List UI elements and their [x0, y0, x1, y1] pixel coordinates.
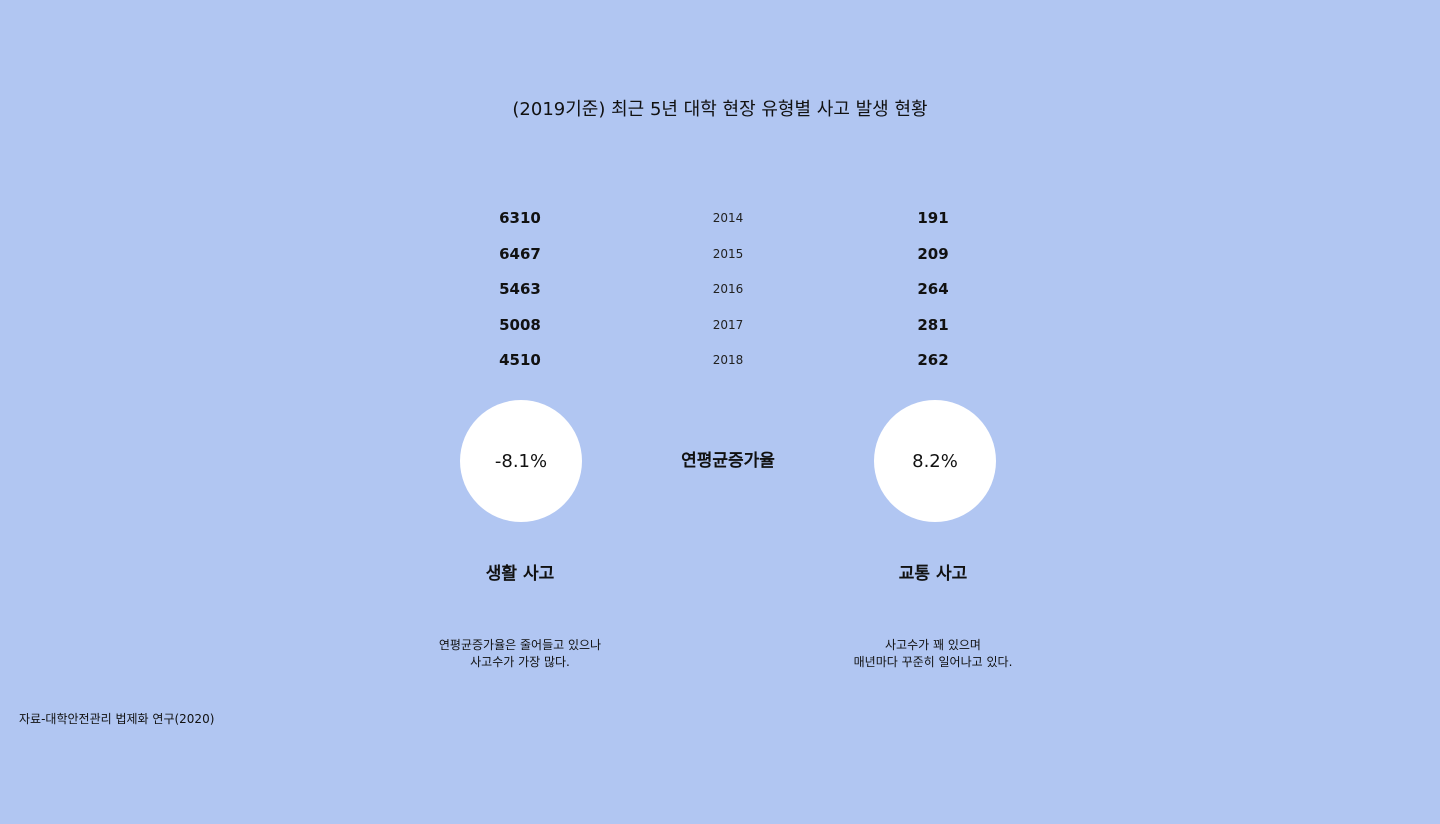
- life-accident-label: 생활 사고: [485, 564, 555, 584]
- page-title: (2019기준) 최근 5년 대학 현장 유형별 사고 발생 현황: [512, 99, 928, 120]
- traffic-count-2016: 264: [917, 280, 949, 298]
- traffic-count-2014: 191: [917, 209, 949, 227]
- source-note: 자료-대학안전관리 법제화 연구(2020): [19, 712, 215, 726]
- traffic-description-line: 매년마다 꾸준히 일어나고 있다.: [853, 655, 1013, 669]
- life-description-line: 사고수가 가장 많다.: [470, 655, 570, 669]
- life-count-2015: 6467: [499, 244, 541, 263]
- traffic-count-2015: 209: [917, 244, 949, 263]
- life-count-2014: 6310: [499, 209, 541, 227]
- life-description-line: 연평균증가율은 줄어들고 있으나: [438, 638, 602, 652]
- life-count-2018: 4510: [499, 351, 541, 369]
- traffic-count-2018: 262: [917, 351, 949, 369]
- year-column: 2014 2015 2016 2017 2018: [628, 205, 828, 383]
- life-count-2016: 5463: [499, 280, 541, 298]
- year-label: 2018: [712, 353, 744, 367]
- year-label: 2016: [712, 282, 744, 296]
- traffic-accident-label: 교통 사고: [898, 564, 968, 584]
- life-count-2017: 5008: [499, 315, 541, 334]
- year-label: 2015: [712, 246, 744, 261]
- year-label: 2017: [712, 317, 744, 332]
- traffic-description-line: 사고수가 꽤 있으며: [885, 638, 981, 652]
- traffic-rate-value: 8.2%: [912, 450, 958, 472]
- year-label: 2014: [712, 211, 744, 225]
- traffic-count-2017: 281: [917, 315, 949, 334]
- traffic-description: 사고수가 꽤 있으며 매년마다 꾸준히 일어나고 있다.: [803, 637, 1063, 671]
- life-rate-value: -8.1%: [494, 450, 548, 472]
- traffic-accident-column: 191 209 264 281 262: [833, 205, 1033, 383]
- traffic-rate-circle: 8.2%: [874, 400, 996, 522]
- rate-label: 연평균증가율: [681, 451, 775, 471]
- life-description: 연평균증가율은 줄어들고 있으나 사고수가 가장 많다.: [390, 637, 650, 671]
- life-accident-column: 6310 6467 5463 5008 4510: [420, 205, 620, 383]
- life-rate-circle: -8.1%: [460, 400, 582, 522]
